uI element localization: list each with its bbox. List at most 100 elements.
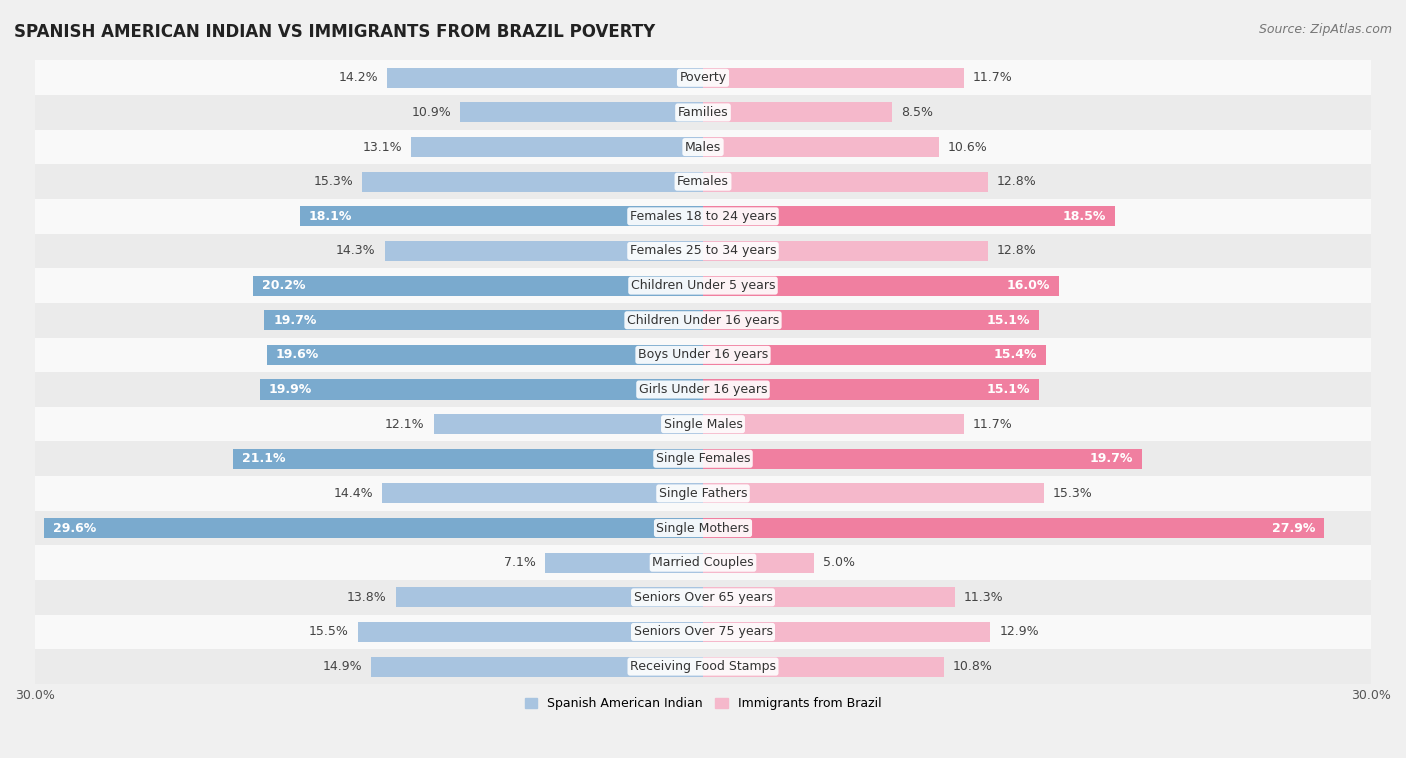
Text: 18.1%: 18.1% <box>309 210 353 223</box>
Bar <box>703 414 963 434</box>
Bar <box>44 518 703 538</box>
Text: 19.7%: 19.7% <box>1090 453 1133 465</box>
Text: Single Females: Single Females <box>655 453 751 465</box>
Bar <box>35 268 1371 303</box>
Text: 10.6%: 10.6% <box>948 140 987 154</box>
Text: Poverty: Poverty <box>679 71 727 84</box>
Text: 15.3%: 15.3% <box>314 175 353 188</box>
Bar <box>35 95 1371 130</box>
Bar <box>382 484 703 503</box>
Text: 15.5%: 15.5% <box>309 625 349 638</box>
Bar <box>703 345 1046 365</box>
Text: 5.0%: 5.0% <box>824 556 855 569</box>
Text: 12.9%: 12.9% <box>1000 625 1039 638</box>
Bar <box>35 545 1371 580</box>
Text: 19.9%: 19.9% <box>269 383 312 396</box>
Text: 10.8%: 10.8% <box>952 660 993 673</box>
Bar <box>35 303 1371 337</box>
Bar <box>703 137 939 157</box>
Bar <box>703 484 1043 503</box>
Text: SPANISH AMERICAN INDIAN VS IMMIGRANTS FROM BRAZIL POVERTY: SPANISH AMERICAN INDIAN VS IMMIGRANTS FR… <box>14 23 655 41</box>
Bar <box>703 622 990 642</box>
Bar <box>460 102 703 123</box>
Bar <box>703 449 1142 469</box>
Text: 15.1%: 15.1% <box>987 383 1031 396</box>
Text: 29.6%: 29.6% <box>53 522 96 534</box>
Text: 14.3%: 14.3% <box>336 245 375 258</box>
Bar <box>395 587 703 607</box>
Bar <box>35 650 1371 684</box>
Legend: Spanish American Indian, Immigrants from Brazil: Spanish American Indian, Immigrants from… <box>520 692 886 715</box>
Text: 13.8%: 13.8% <box>347 590 387 604</box>
Bar <box>260 380 703 399</box>
Bar <box>363 171 703 192</box>
Bar <box>35 199 1371 233</box>
Text: Males: Males <box>685 140 721 154</box>
Text: 7.1%: 7.1% <box>505 556 536 569</box>
Bar <box>703 206 1115 227</box>
Text: 19.6%: 19.6% <box>276 349 319 362</box>
Text: Receiving Food Stamps: Receiving Food Stamps <box>630 660 776 673</box>
Bar <box>267 345 703 365</box>
Bar <box>35 441 1371 476</box>
Bar <box>546 553 703 573</box>
Text: 12.1%: 12.1% <box>385 418 425 431</box>
Text: 16.0%: 16.0% <box>1007 279 1050 292</box>
Bar <box>703 587 955 607</box>
Bar <box>233 449 703 469</box>
Bar <box>35 130 1371 164</box>
Bar <box>703 310 1039 330</box>
Text: 18.5%: 18.5% <box>1063 210 1107 223</box>
Bar <box>35 407 1371 441</box>
Bar <box>35 615 1371 650</box>
Text: 11.7%: 11.7% <box>973 418 1012 431</box>
Text: 11.7%: 11.7% <box>973 71 1012 84</box>
Text: Females 25 to 34 years: Females 25 to 34 years <box>630 245 776 258</box>
Text: 14.2%: 14.2% <box>339 71 378 84</box>
Text: Females 18 to 24 years: Females 18 to 24 years <box>630 210 776 223</box>
Text: 21.1%: 21.1% <box>242 453 285 465</box>
Text: 8.5%: 8.5% <box>901 106 934 119</box>
Text: Children Under 5 years: Children Under 5 years <box>631 279 775 292</box>
Bar <box>703 656 943 677</box>
Text: Girls Under 16 years: Girls Under 16 years <box>638 383 768 396</box>
Bar <box>35 164 1371 199</box>
Bar <box>253 276 703 296</box>
Text: 10.9%: 10.9% <box>412 106 451 119</box>
Bar <box>35 61 1371 95</box>
Text: Families: Families <box>678 106 728 119</box>
Bar <box>35 337 1371 372</box>
Bar <box>412 137 703 157</box>
Text: 13.1%: 13.1% <box>363 140 402 154</box>
Text: 15.1%: 15.1% <box>987 314 1031 327</box>
Text: Source: ZipAtlas.com: Source: ZipAtlas.com <box>1258 23 1392 36</box>
Text: Females: Females <box>678 175 728 188</box>
Text: Seniors Over 65 years: Seniors Over 65 years <box>634 590 772 604</box>
Text: 15.3%: 15.3% <box>1053 487 1092 500</box>
Text: Boys Under 16 years: Boys Under 16 years <box>638 349 768 362</box>
Bar <box>387 67 703 88</box>
Bar <box>703 67 963 88</box>
Bar <box>35 372 1371 407</box>
Bar <box>433 414 703 434</box>
Bar <box>703 171 988 192</box>
Text: Children Under 16 years: Children Under 16 years <box>627 314 779 327</box>
Bar <box>299 206 703 227</box>
Text: 15.4%: 15.4% <box>994 349 1038 362</box>
Text: 12.8%: 12.8% <box>997 175 1036 188</box>
Text: 14.9%: 14.9% <box>322 660 363 673</box>
Bar <box>703 102 893 123</box>
Bar <box>359 622 703 642</box>
Bar <box>703 380 1039 399</box>
Text: 11.3%: 11.3% <box>963 590 1002 604</box>
Text: 20.2%: 20.2% <box>262 279 305 292</box>
Bar <box>35 476 1371 511</box>
Text: Seniors Over 75 years: Seniors Over 75 years <box>634 625 772 638</box>
Bar <box>35 233 1371 268</box>
Text: 12.8%: 12.8% <box>997 245 1036 258</box>
Bar <box>264 310 703 330</box>
Bar <box>703 553 814 573</box>
Text: Single Fathers: Single Fathers <box>659 487 747 500</box>
Text: 14.4%: 14.4% <box>333 487 374 500</box>
Text: 19.7%: 19.7% <box>273 314 316 327</box>
